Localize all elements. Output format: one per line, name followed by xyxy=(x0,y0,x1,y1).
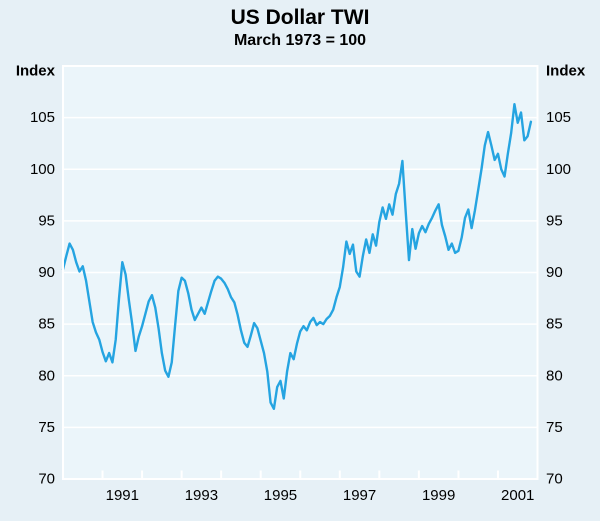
y-axis-label-right: Index xyxy=(546,63,586,80)
y-tick-label-left-105: 105 xyxy=(30,109,55,126)
y-tick-label-left-80: 80 xyxy=(38,367,55,384)
plot-border xyxy=(62,65,539,480)
x-year-label-1999: 1999 xyxy=(422,487,455,504)
y-axis-label-left: Index xyxy=(16,63,56,80)
y-tick-label-left-95: 95 xyxy=(38,212,55,229)
y-tick-label-right-90: 90 xyxy=(546,264,563,281)
y-tick-label-right-95: 95 xyxy=(546,212,563,229)
chart-subtitle: March 1973 = 100 xyxy=(233,32,367,49)
y-tick-label-right-75: 75 xyxy=(546,419,563,436)
y-tick-label-left-70: 70 xyxy=(38,471,55,488)
y-tick-label-right-80: 80 xyxy=(546,367,563,384)
x-year-label-1997: 1997 xyxy=(343,487,376,504)
y-tick-label-left-75: 75 xyxy=(38,419,55,436)
y-tick-label-right-70: 70 xyxy=(546,471,563,488)
x-year-label-1995: 1995 xyxy=(264,487,297,504)
x-year-label-1993: 1993 xyxy=(185,487,218,504)
x-year-label-1991: 1991 xyxy=(106,487,139,504)
chart-title: US Dollar TWI xyxy=(230,6,370,29)
y-tick-label-right-85: 85 xyxy=(546,316,563,333)
y-tick-label-left-90: 90 xyxy=(38,264,55,281)
x-year-label-2001: 2001 xyxy=(501,487,534,504)
data-line-us-dollar-twi xyxy=(61,102,533,410)
y-tick-label-right-105: 105 xyxy=(546,109,571,126)
y-tick-label-left-100: 100 xyxy=(30,161,55,178)
y-tick-label-left-85: 85 xyxy=(38,316,55,333)
y-tick-label-right-100: 100 xyxy=(546,161,571,178)
